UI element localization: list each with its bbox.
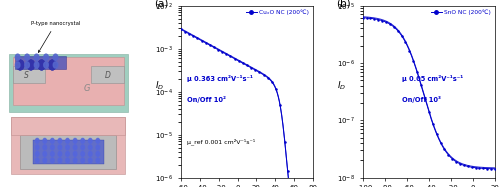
Circle shape xyxy=(81,151,84,156)
Circle shape xyxy=(44,54,48,60)
Text: μ 0.05 cm²V⁻¹s⁻¹: μ 0.05 cm²V⁻¹s⁻¹ xyxy=(402,75,464,82)
Circle shape xyxy=(28,60,34,70)
Circle shape xyxy=(66,138,70,143)
Circle shape xyxy=(49,60,56,70)
Circle shape xyxy=(88,151,92,156)
Circle shape xyxy=(43,138,46,143)
Circle shape xyxy=(25,54,29,60)
Circle shape xyxy=(28,60,34,70)
Circle shape xyxy=(81,145,84,150)
Circle shape xyxy=(49,60,56,70)
Circle shape xyxy=(58,151,61,156)
Y-axis label: $I_D$: $I_D$ xyxy=(337,79,346,92)
Circle shape xyxy=(58,158,61,163)
Text: D: D xyxy=(104,71,110,80)
Circle shape xyxy=(88,145,92,150)
Polygon shape xyxy=(9,54,128,112)
Text: μ 0.363 cm²V⁻¹s⁻¹: μ 0.363 cm²V⁻¹s⁻¹ xyxy=(188,75,254,82)
Polygon shape xyxy=(33,140,104,164)
Text: S: S xyxy=(24,71,29,80)
Polygon shape xyxy=(12,117,125,135)
Polygon shape xyxy=(15,56,66,69)
Circle shape xyxy=(81,158,84,163)
Circle shape xyxy=(34,62,39,68)
Circle shape xyxy=(66,145,70,150)
Circle shape xyxy=(74,151,77,156)
Circle shape xyxy=(54,62,58,68)
Circle shape xyxy=(58,145,61,150)
Circle shape xyxy=(54,54,58,60)
Circle shape xyxy=(38,60,45,70)
Circle shape xyxy=(88,138,92,143)
Circle shape xyxy=(58,138,61,143)
Text: μ_ref 0.001 cm²V⁻¹s⁻¹: μ_ref 0.001 cm²V⁻¹s⁻¹ xyxy=(188,138,256,145)
Circle shape xyxy=(66,158,70,163)
Circle shape xyxy=(50,145,54,150)
Circle shape xyxy=(96,158,100,163)
Text: (b): (b) xyxy=(336,0,351,9)
Circle shape xyxy=(44,62,48,68)
Polygon shape xyxy=(12,57,124,105)
Circle shape xyxy=(36,158,39,163)
Circle shape xyxy=(34,54,39,60)
Circle shape xyxy=(16,54,20,60)
Legend: CuₓO NC (200℃): CuₓO NC (200℃) xyxy=(244,9,310,16)
Text: G: G xyxy=(84,84,90,93)
Text: On/Off 10²: On/Off 10² xyxy=(188,96,226,103)
Circle shape xyxy=(16,62,20,68)
Circle shape xyxy=(36,145,39,150)
Polygon shape xyxy=(12,66,46,83)
Circle shape xyxy=(38,60,45,70)
Circle shape xyxy=(43,151,46,156)
Circle shape xyxy=(74,145,77,150)
Circle shape xyxy=(43,158,46,163)
Circle shape xyxy=(74,138,77,143)
Circle shape xyxy=(36,151,39,156)
Circle shape xyxy=(50,138,54,143)
Circle shape xyxy=(50,158,54,163)
Circle shape xyxy=(16,60,24,70)
Circle shape xyxy=(43,145,46,150)
Circle shape xyxy=(49,60,56,70)
Polygon shape xyxy=(91,66,124,83)
Circle shape xyxy=(81,138,84,143)
Circle shape xyxy=(28,60,34,70)
Legend: SnO NC (200℃): SnO NC (200℃) xyxy=(430,9,492,16)
Circle shape xyxy=(50,151,54,156)
Polygon shape xyxy=(20,135,116,169)
Circle shape xyxy=(96,138,100,143)
Text: P-type nanocrystal: P-type nanocrystal xyxy=(31,21,80,52)
Polygon shape xyxy=(12,117,125,174)
Circle shape xyxy=(25,62,29,68)
Circle shape xyxy=(66,151,70,156)
Circle shape xyxy=(96,151,100,156)
Circle shape xyxy=(74,158,77,163)
Circle shape xyxy=(16,60,24,70)
Y-axis label: $I_D$: $I_D$ xyxy=(155,79,164,92)
Circle shape xyxy=(96,145,100,150)
Circle shape xyxy=(88,158,92,163)
Circle shape xyxy=(16,60,24,70)
Circle shape xyxy=(36,138,39,143)
Text: On/Off 10³: On/Off 10³ xyxy=(402,96,441,103)
Circle shape xyxy=(38,60,45,70)
Text: (a): (a) xyxy=(154,0,168,9)
